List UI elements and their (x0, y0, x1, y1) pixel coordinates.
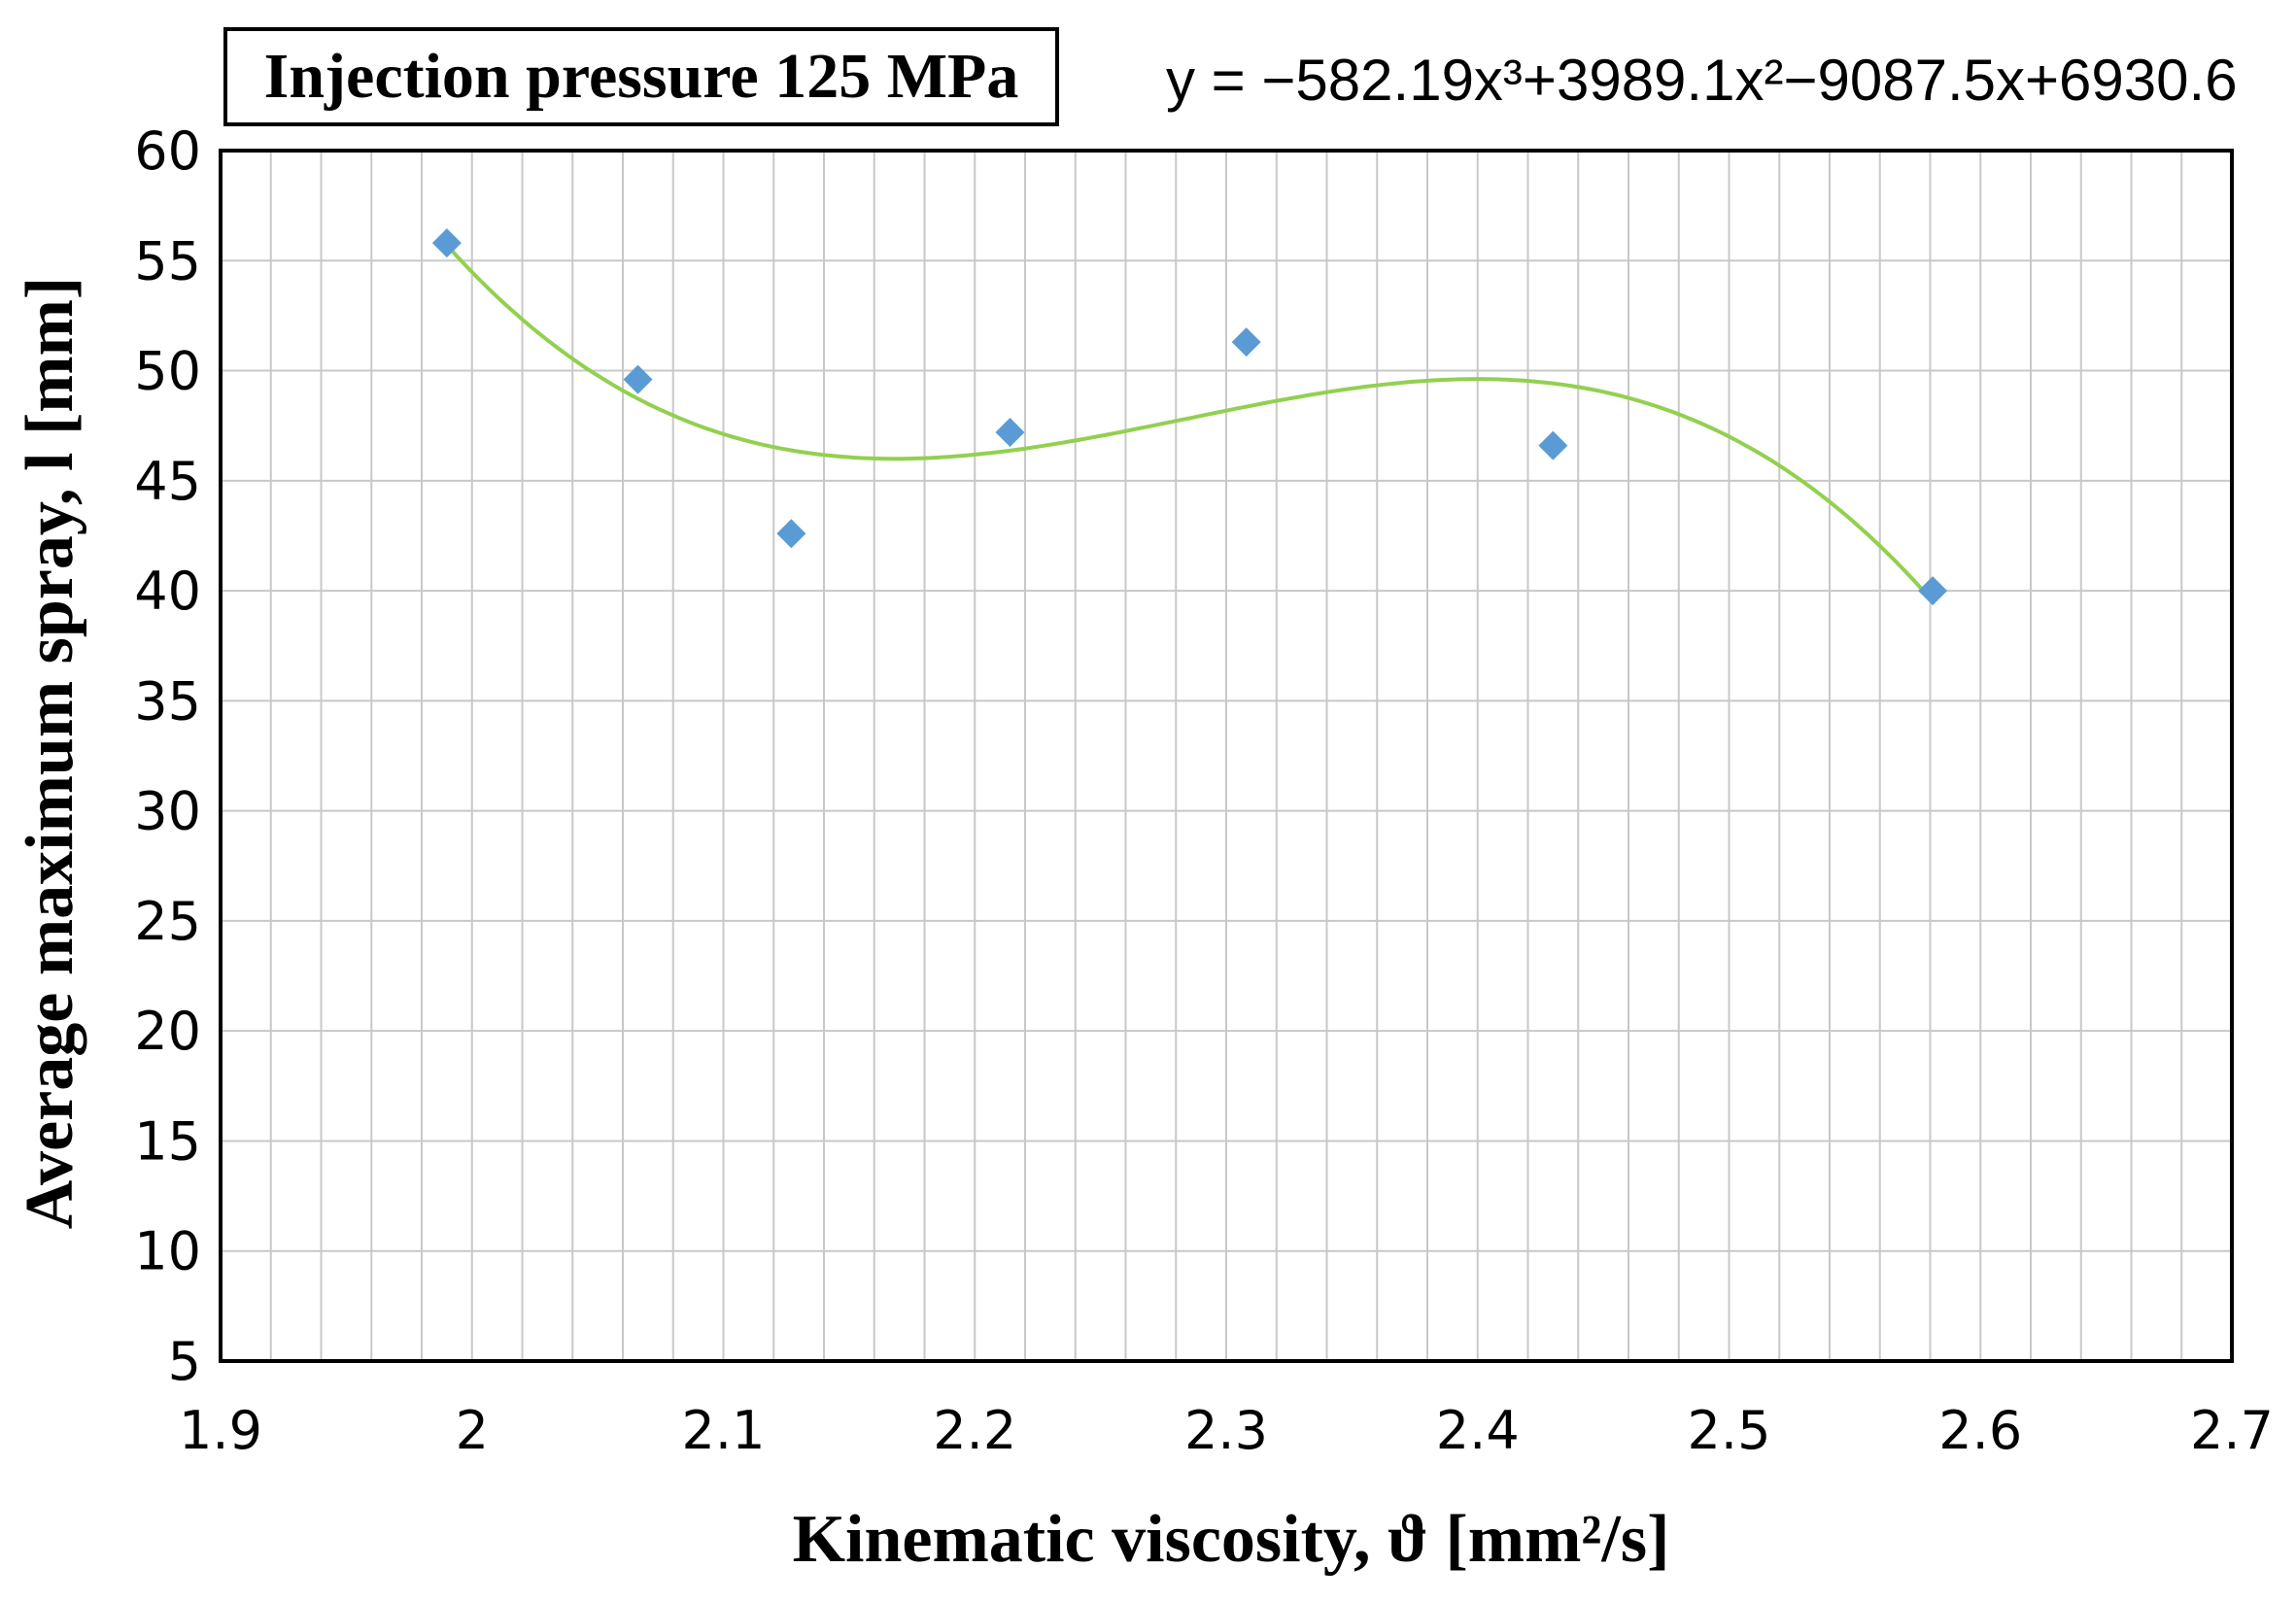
trendline (445, 243, 1935, 603)
y-tick-label: 55 (134, 230, 201, 291)
y-tick-label: 50 (134, 341, 201, 402)
y-tick-label: 60 (134, 120, 201, 182)
grid (221, 151, 2232, 1361)
y-tick-label: 30 (134, 781, 201, 842)
data-point-marker (1231, 327, 1261, 358)
data-point-marker (623, 364, 653, 394)
y-tick-label: 15 (134, 1110, 201, 1172)
chart-title: Injection pressure 125 MPa (223, 27, 1059, 126)
y-tick-label: 10 (134, 1221, 201, 1282)
y-axis-label: Average maximum spray, l [mm] (13, 276, 87, 1230)
y-tick-label: 40 (134, 561, 201, 622)
x-tick-label: 1.9 (179, 1400, 262, 1461)
plot-frame (219, 149, 2234, 1363)
x-tick-labels: 1.9 2 2.1 2.2 2.3 2.4 2.5 2.6 2.7 (179, 1400, 2274, 1461)
x-tick-label: 2.2 (933, 1400, 1016, 1461)
y-tick-labels: 60 55 50 45 40 35 30 25 20 15 10 5 (134, 120, 201, 1392)
x-tick-label: 2.5 (1688, 1400, 1771, 1461)
y-tick-label: 5 (168, 1331, 201, 1392)
x-tick-label: 2.7 (2190, 1400, 2274, 1461)
y-tick-label: 20 (134, 1001, 201, 1062)
x-tick-label: 2.1 (682, 1400, 766, 1461)
y-tick-label: 45 (134, 451, 201, 512)
data-point-marker (995, 417, 1025, 447)
data-points (431, 228, 1948, 606)
data-point-marker (1538, 430, 1568, 460)
data-point-marker (431, 228, 462, 258)
data-point-marker (1918, 576, 1948, 606)
y-tick-label: 25 (134, 891, 201, 952)
x-tick-label: 2.6 (1938, 1400, 2022, 1461)
x-tick-label: 2 (456, 1400, 489, 1461)
trendline-group (445, 243, 1935, 603)
plot-border (219, 149, 2234, 1363)
x-axis-label: Kinematic viscosity, ϑ [mm²/s] (792, 1502, 1670, 1577)
x-tick-label: 2.4 (1436, 1400, 1520, 1461)
trendline-equation: y = −582.19x³+3989.1x²−9087.5x+6930.6 (1166, 48, 2238, 113)
x-tick-label: 2.3 (1184, 1400, 1268, 1461)
y-tick-label: 35 (134, 670, 201, 732)
data-point-marker (776, 519, 806, 549)
